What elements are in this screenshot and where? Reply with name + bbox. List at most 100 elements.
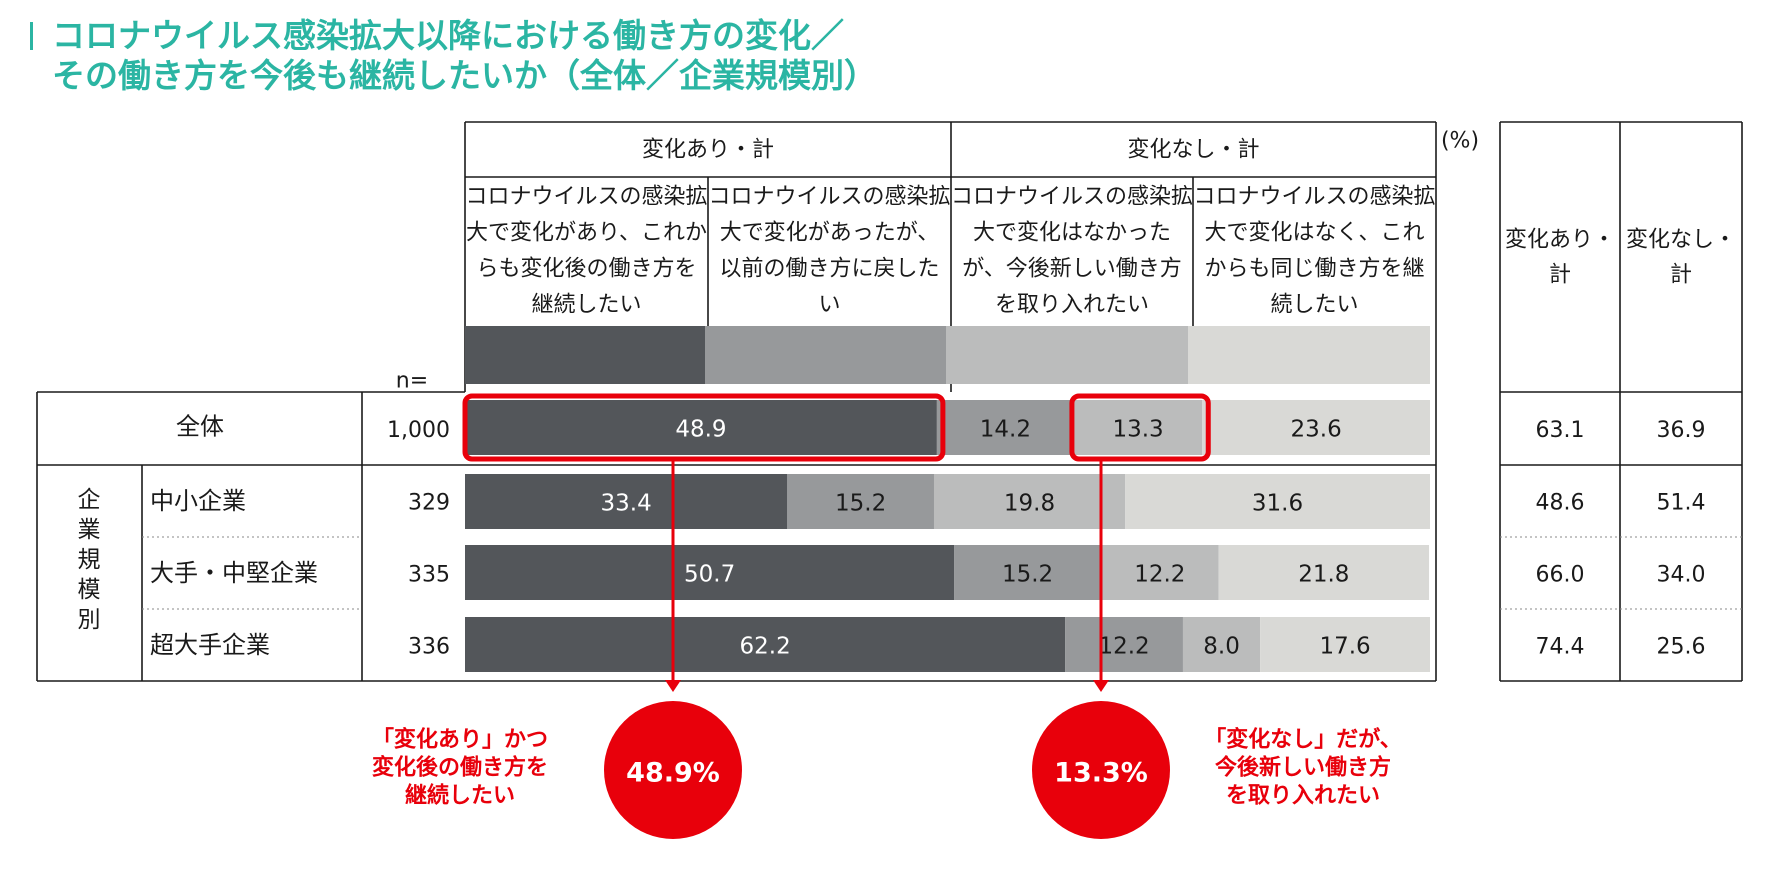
row-label: 中小企業 — [150, 487, 246, 515]
chart-title: コロナウイルス感染拡大以降における働き方の変化／ その働き方を今後も継続したいか… — [30, 16, 877, 96]
row-n: 335 — [408, 563, 450, 588]
group-label-char: 別 — [78, 607, 101, 633]
bar-segment — [933, 474, 1126, 529]
bar-value-label: 12.2 — [1134, 562, 1185, 588]
bar-segment — [787, 474, 934, 529]
bar-segment — [1182, 617, 1261, 672]
callout-value: 13.3% — [1054, 758, 1148, 789]
legend-text-line: らも変化後の働き方を — [476, 257, 696, 282]
legend-text-line: 継続したい — [531, 293, 641, 318]
group-label-char: 企 — [78, 487, 101, 513]
legend-text-line: を取り入れたい — [995, 293, 1149, 318]
bar-value-label: 14.2 — [980, 417, 1031, 443]
callout-text-line: 「変化あり」かつ — [372, 727, 548, 753]
bar-value-label: 13.3 — [1112, 417, 1163, 443]
bar-value-label: 12.2 — [1098, 634, 1149, 660]
bar-segment — [465, 545, 955, 600]
legend-text-line: コロナウイルスの感染拡 — [1193, 185, 1435, 210]
group-label-char: 規 — [78, 547, 101, 573]
callout-circle — [1032, 701, 1170, 839]
legend-text-line: が、今後新しい働き方 — [962, 257, 1182, 282]
callout-arrow-head — [665, 680, 681, 692]
right-total-change: 48.6 — [1536, 491, 1585, 516]
callout-circle — [604, 701, 742, 839]
bar-segment — [936, 400, 1074, 455]
right-header-text: 計 — [1549, 263, 1571, 288]
legend-text-line: い — [818, 293, 840, 318]
bar-value-label: 33.4 — [601, 491, 652, 517]
bar-segment — [465, 617, 1066, 672]
bar-value-label: 15.2 — [835, 491, 886, 517]
bar-value-label: 21.8 — [1298, 562, 1349, 588]
callout-text-line: 「変化なし」だが、 — [1204, 727, 1402, 753]
right-header-text: 計 — [1670, 263, 1692, 288]
legend-text-line: 大で変化はなく、これ — [1204, 221, 1424, 246]
right-total-change: 63.1 — [1536, 418, 1585, 443]
bar-segment — [1125, 474, 1430, 529]
title-accent-bar — [30, 22, 33, 50]
legend-text-line: コロナウイルスの感染拡 — [465, 185, 707, 210]
bar-value-label: 31.6 — [1252, 491, 1303, 517]
bar-value-label: 8.0 — [1203, 634, 1240, 660]
bar-segment — [1073, 400, 1203, 455]
bar-segment — [465, 400, 937, 455]
legend-text-line: 大で変化があったが、 — [720, 221, 940, 246]
callout-text-line: 変化後の働き方を — [372, 755, 548, 781]
bar-value-label: 48.9 — [675, 417, 726, 443]
right-total-change: 66.0 — [1536, 563, 1585, 588]
callout-text-line: 今後新しい働き方 — [1215, 755, 1391, 781]
callout-arrow-head — [1093, 680, 1109, 692]
bar-value-label: 17.6 — [1319, 634, 1370, 660]
bar-segment — [1202, 400, 1430, 455]
bar-value-label: 62.2 — [740, 634, 791, 660]
title-line-1: コロナウイルス感染拡大以降における働き方の変化／ — [52, 16, 844, 55]
right-total-nochange: 51.4 — [1657, 491, 1706, 516]
bar-segment — [1100, 545, 1219, 600]
bar-value-label: 19.8 — [1004, 491, 1055, 517]
legend-text-line: からも同じ働き方を継 — [1204, 257, 1424, 282]
legend-swatch — [465, 326, 705, 384]
right-total-change: 74.4 — [1536, 635, 1585, 660]
legend-swatch — [705, 326, 946, 384]
bar-segment — [465, 474, 788, 529]
bar-value-label: 50.7 — [684, 562, 735, 588]
row-n: 336 — [408, 635, 450, 660]
right-header-text: 変化あり・ — [1505, 228, 1615, 253]
legend-text-line: 以前の働き方に戻した — [719, 257, 939, 282]
legend-swatch — [1188, 326, 1430, 384]
bar-segment — [1260, 617, 1430, 672]
bar-value-label: 23.6 — [1291, 417, 1342, 443]
title-line-2: その働き方を今後も継続したいか（全体／企業規模別） — [52, 56, 877, 95]
right-total-nochange: 34.0 — [1657, 563, 1706, 588]
bar-value-label: 15.2 — [1002, 562, 1053, 588]
legend-text-line: 大で変化があり、これか — [466, 221, 707, 246]
right-header-text: 変化なし・ — [1626, 228, 1736, 253]
group-label-char: 業 — [78, 517, 101, 543]
row-label: 全体 — [176, 413, 224, 441]
right-total-nochange: 25.6 — [1657, 635, 1706, 660]
bar-segment — [1218, 545, 1430, 600]
header-group-change: 変化あり・計 — [642, 138, 774, 163]
legend-swatch — [946, 326, 1188, 384]
callout-value: 48.9% — [626, 758, 720, 789]
bar-segment — [954, 545, 1101, 600]
legend-text-line: コロナウイルスの感染拡 — [951, 185, 1193, 210]
callout-text-line: を取り入れたい — [1226, 784, 1380, 809]
row-label: 大手・中堅企業 — [150, 559, 318, 587]
legend-text-line: 続したい — [1270, 293, 1358, 318]
row-label: 超大手企業 — [150, 631, 270, 659]
legend-text-line: 大で変化はなかった — [973, 221, 1171, 246]
unit-label: (%) — [1441, 129, 1479, 154]
right-total-nochange: 36.9 — [1657, 418, 1706, 443]
row-n: 329 — [408, 491, 450, 516]
row-n: 1,000 — [387, 418, 450, 443]
bar-segment — [1065, 617, 1183, 672]
header-group-nochange: 変化なし・計 — [1127, 138, 1259, 163]
legend-text-line: コロナウイルスの感染拡 — [708, 185, 950, 210]
n-label: n= — [396, 369, 428, 394]
callout-text-line: 継続したい — [405, 783, 515, 809]
group-label-char: 模 — [78, 577, 101, 603]
callout-highlight — [462, 393, 946, 462]
callout-highlight — [1069, 393, 1211, 462]
